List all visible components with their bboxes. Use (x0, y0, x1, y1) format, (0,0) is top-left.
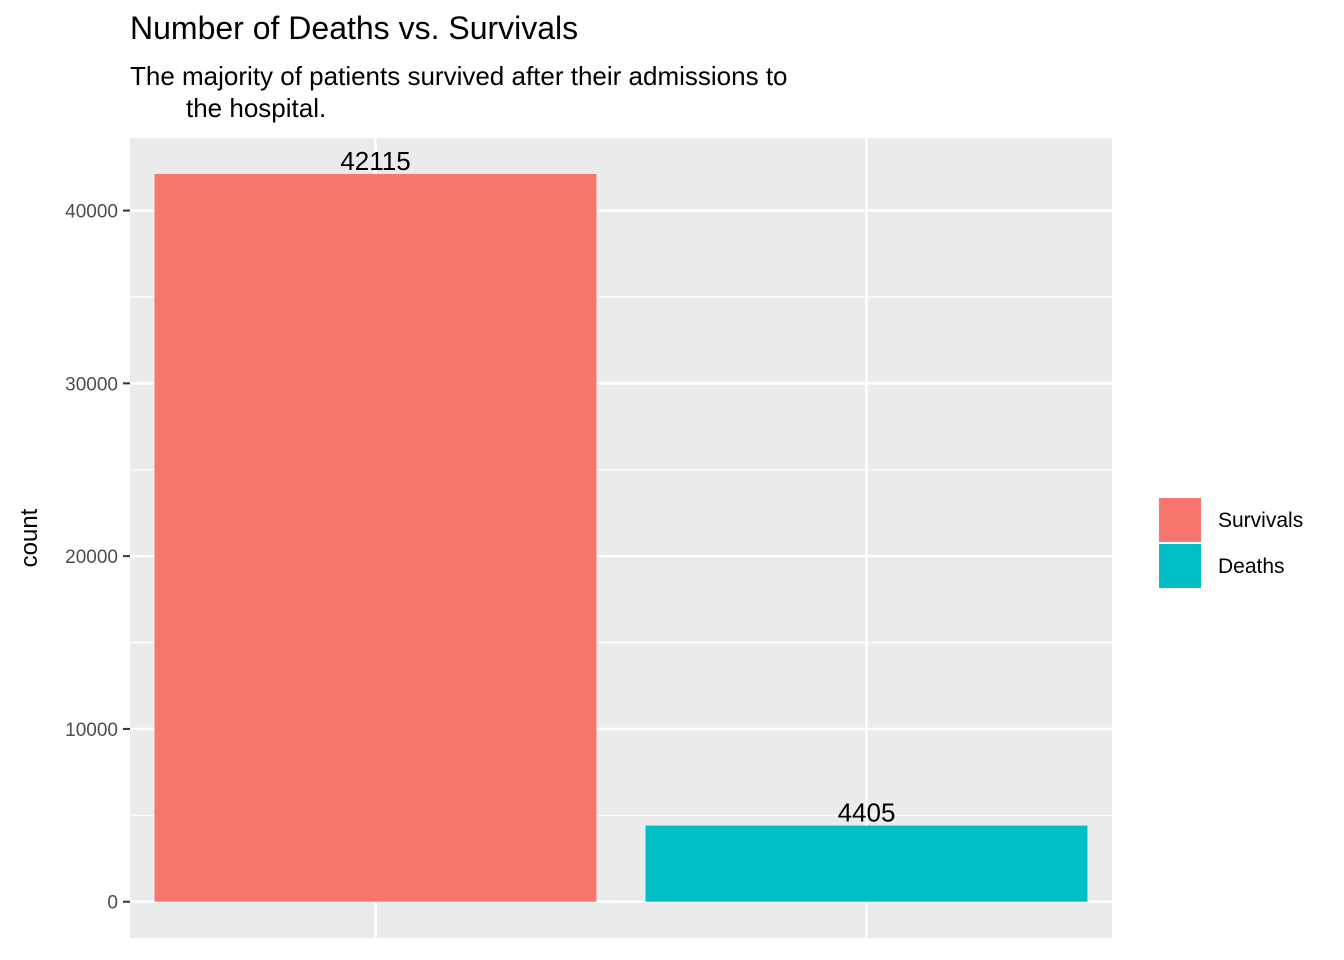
y-tick-label-1: 10000 (65, 720, 118, 741)
bars (154, 174, 1088, 902)
legend: Survivals Deaths (1159, 498, 1303, 588)
y-axis: 0 10000 20000 30000 40000 (65, 202, 130, 914)
bar-survivals (154, 174, 597, 902)
bar-deaths (645, 825, 1088, 902)
legend-key-survivals (1159, 498, 1201, 542)
data-labels: 42115 4405 (340, 146, 895, 828)
legend-label-deaths: Deaths (1218, 555, 1285, 578)
y-tick-label-2: 20000 (65, 547, 118, 568)
y-tick-label-4: 40000 (65, 202, 118, 223)
y-tick-label-3: 30000 (65, 374, 118, 395)
y-tick-label-0: 0 (107, 893, 118, 914)
subtitle-line-1: The majority of patients survived after … (130, 61, 788, 91)
data-label-survivals: 42115 (340, 146, 410, 176)
subtitle-line-2: the hospital. (186, 93, 327, 123)
chart-subtitle: The majority of patients survived after … (130, 60, 788, 124)
y-axis-title: count (16, 508, 43, 567)
data-label-deaths: 4405 (838, 798, 896, 828)
legend-label-survivals: Survivals (1218, 509, 1303, 532)
chart-title: Number of Deaths vs. Survivals (130, 10, 579, 46)
legend-key-deaths (1159, 544, 1201, 588)
